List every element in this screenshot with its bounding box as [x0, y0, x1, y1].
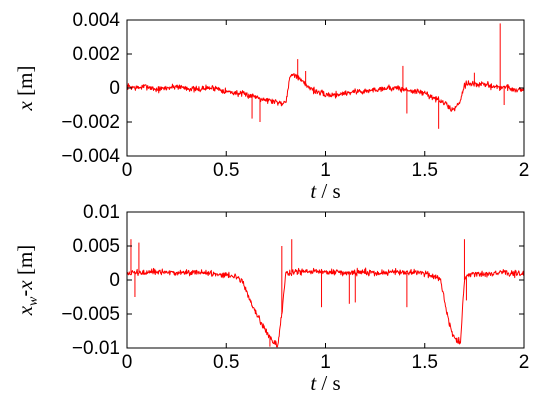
chart-panel-1: 0 0.5 1 1.5 2 0.004 0.002 0 −0.002 −0.004 t / s x […	[13, 10, 529, 203]
y-tick-label: −0.01	[72, 338, 120, 359]
x-tick-label: 0.5	[213, 352, 239, 373]
y-tick-label: 0.002	[72, 44, 120, 65]
x-tick-label: 0	[122, 352, 133, 373]
y-tick-label: 0	[109, 270, 120, 291]
x-tick-label: 2	[519, 352, 530, 373]
y-axis-label: xw-x [m]	[13, 245, 41, 317]
y-tick-label: −0.004	[61, 146, 120, 167]
x-tick-label: 0	[122, 160, 133, 181]
chart-panel-2: 0 0.5 1 1.5 2 0.01 0.005 0 −0.005 −0.01 t / s xw-x …	[13, 202, 529, 395]
y-axis-label: x [m]	[13, 66, 37, 112]
x-tick-label: 0.5	[213, 160, 239, 181]
x-tick-label: 1	[320, 160, 331, 181]
x-axis-label: t / s	[310, 179, 340, 203]
x-tick-label: 2	[519, 160, 530, 181]
y-tick-label: −0.002	[61, 112, 120, 133]
x-tick-label: 1.5	[412, 160, 438, 181]
x-tick-label: 1.5	[412, 352, 438, 373]
y-tick-label: 0.01	[83, 202, 120, 223]
y-tick-label: −0.005	[61, 304, 120, 325]
x-tick-label: 1	[320, 352, 331, 373]
y-tick-label: 0.004	[72, 10, 120, 31]
x-axis-label: t / s	[310, 371, 340, 395]
y-tick-label: 0.005	[72, 236, 120, 257]
series-line	[126, 267, 525, 348]
y-tick-label: 0	[109, 78, 120, 99]
series-line	[126, 73, 525, 112]
